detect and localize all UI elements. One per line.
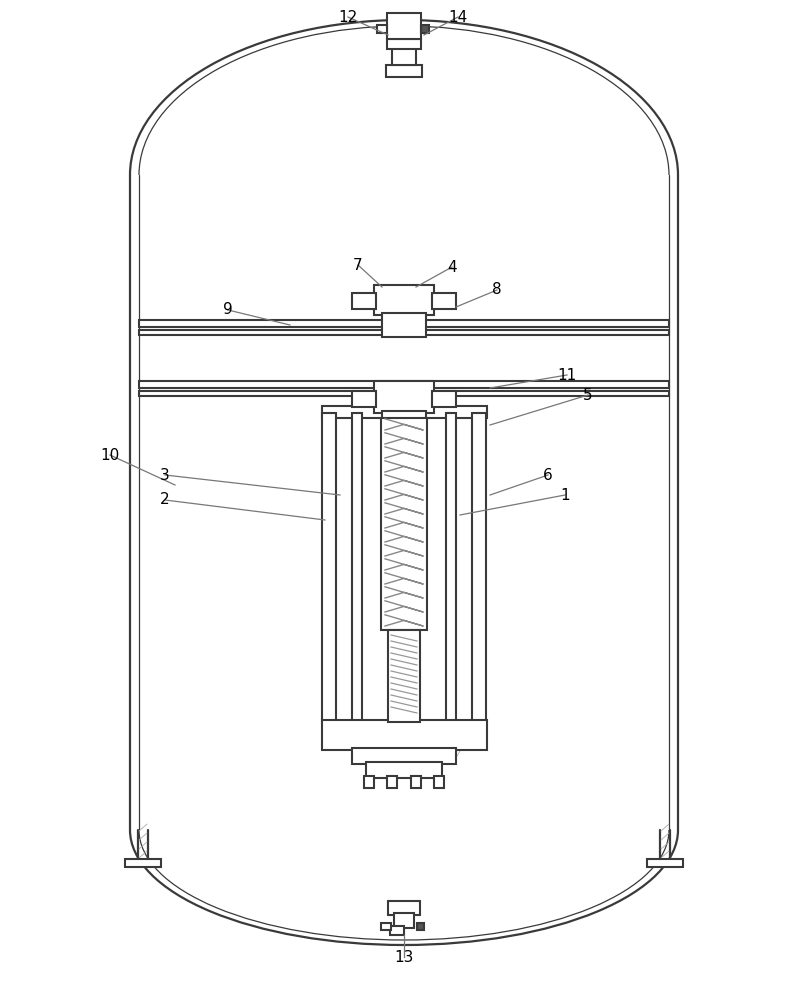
Bar (411, 776, 421, 788)
Bar (139, 391, 669, 396)
Bar (366, 762, 442, 778)
Bar (377, 25, 387, 33)
Bar (647, 859, 683, 867)
Bar (322, 413, 336, 722)
Bar (352, 293, 376, 309)
Bar (139, 381, 669, 388)
Bar (322, 406, 487, 418)
Bar (421, 25, 429, 33)
Bar (432, 293, 456, 309)
Text: 10: 10 (100, 447, 120, 463)
Text: 13: 13 (394, 950, 414, 964)
Bar (374, 285, 434, 315)
Bar (352, 413, 362, 722)
Text: 5: 5 (583, 387, 593, 403)
Text: 3: 3 (160, 468, 170, 483)
Bar (386, 65, 422, 77)
Bar (381, 923, 391, 930)
Bar (392, 47, 416, 65)
Bar (352, 748, 456, 764)
Bar (322, 720, 487, 750)
Bar (382, 411, 426, 431)
Bar (390, 926, 404, 935)
Text: 4: 4 (447, 259, 457, 275)
Bar (388, 901, 420, 915)
Bar (364, 776, 374, 788)
Text: 7: 7 (353, 257, 363, 273)
Text: 1: 1 (560, 488, 570, 502)
Text: 14: 14 (448, 10, 468, 25)
Text: 6: 6 (543, 468, 553, 483)
Bar (381, 418, 427, 630)
Bar (417, 923, 424, 930)
Bar (374, 381, 434, 413)
Bar (382, 313, 426, 337)
Bar (387, 39, 421, 49)
Bar (125, 859, 161, 867)
Bar (434, 776, 444, 788)
Bar (139, 330, 669, 335)
Bar (446, 413, 456, 722)
Bar (352, 391, 376, 407)
Bar (387, 776, 397, 788)
Text: 9: 9 (223, 302, 233, 317)
Text: 12: 12 (339, 10, 358, 25)
Bar (472, 413, 486, 722)
Text: 11: 11 (558, 367, 577, 382)
Bar (394, 913, 414, 928)
Bar (432, 391, 456, 407)
Text: 2: 2 (160, 492, 170, 507)
Text: 8: 8 (492, 283, 502, 297)
Bar (388, 630, 420, 722)
Bar (387, 13, 421, 39)
Bar (139, 320, 669, 327)
